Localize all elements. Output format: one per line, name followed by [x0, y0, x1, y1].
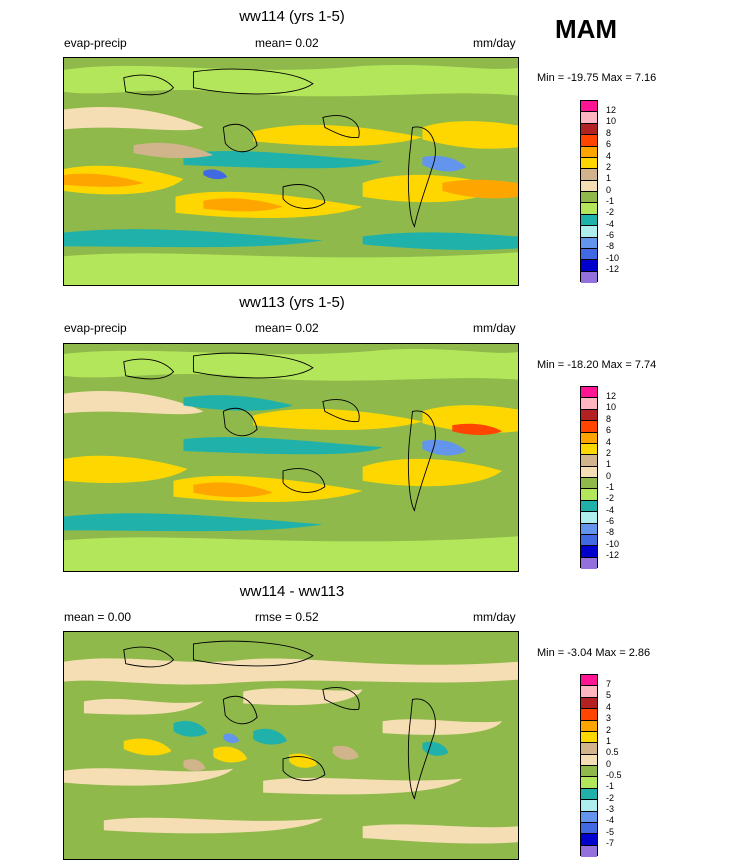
- panel-1-mean-label: mean= 0.02: [255, 36, 319, 50]
- panel-2-map: [63, 343, 519, 572]
- panel-3-tick: 4: [606, 702, 612, 712]
- panel-2-tick: -1: [606, 482, 615, 492]
- panel-1-units-label: mm/day: [473, 36, 516, 50]
- panel-2-tick: 10: [606, 402, 617, 412]
- panel-2-tick: 2: [606, 448, 612, 458]
- panel-3-tick: -5: [606, 827, 615, 837]
- panel-3-tick: -2: [606, 793, 615, 803]
- panel-3-mean-label: mean = 0.00: [64, 610, 132, 624]
- panel-3-tick: 7: [606, 679, 612, 689]
- panel-1-tick: 12: [606, 105, 617, 115]
- panel-1-colorbar-ticks: 12 10 8 6 4 2 1 0 -1 -2 -4 -6 -8 -10 -12: [606, 100, 646, 282]
- panel-1-tick: 8: [606, 128, 612, 138]
- panel-1-title: ww114 (yrs 1-5): [239, 8, 345, 25]
- panel-1-tick: -6: [606, 230, 615, 240]
- panel-3-tick: 3: [606, 713, 612, 723]
- panel-3-tick: 2: [606, 725, 612, 735]
- panel-1-map: [63, 57, 519, 286]
- panel-3-tick: 5: [606, 690, 612, 700]
- panel-2-tick: 4: [606, 437, 612, 447]
- panel-3-tick: -4: [606, 815, 615, 825]
- panel-2-minmax: Min = -18.20 Max = 7.74: [537, 359, 657, 371]
- panel-3-tick: 0.5: [606, 747, 619, 757]
- panel-2-title: ww113 (yrs 1-5): [239, 294, 345, 311]
- panel-2-tick: -4: [606, 505, 615, 515]
- panel-3-tick: -1: [606, 781, 615, 791]
- panel-3-map: [63, 631, 519, 860]
- panel-1-tick: -4: [606, 219, 615, 229]
- panel-1-tick: -8: [606, 241, 615, 251]
- panel-2-colorbar: [580, 386, 598, 569]
- panel-1-tick: -2: [606, 207, 615, 217]
- panel-2-tick: 1: [606, 459, 612, 469]
- panel-1-variable-label: evap-precip: [64, 36, 127, 50]
- panel-2-tick: -8: [606, 527, 615, 537]
- panel-2-tick: -10: [606, 539, 620, 549]
- panel-2-tick: -2: [606, 493, 615, 503]
- panel-1-tick: 6: [606, 139, 612, 149]
- panel-2-tick: -6: [606, 516, 615, 526]
- panel-3-colorbar-ticks: 7 5 4 3 2 1 0.5 0 -0.5 -1 -2 -3 -4 -5 -7: [606, 674, 646, 856]
- panel-2-tick: 12: [606, 391, 617, 401]
- panel-1-tick: 2: [606, 162, 612, 172]
- panel-3-minmax: Min = -3.04 Max = 2.86: [537, 647, 651, 659]
- panel-2-tick: 6: [606, 425, 612, 435]
- panel-1-tick: -10: [606, 253, 620, 263]
- panel-1-tick: -1: [606, 196, 615, 206]
- panel-1-tick: 4: [606, 151, 612, 161]
- panel-2-units-label: mm/day: [473, 321, 516, 335]
- panel-3-colorbar: [580, 674, 598, 857]
- panel-3-map-canvas: [64, 632, 518, 859]
- panel-3-units-label: mm/day: [473, 610, 516, 624]
- panel-3-tick: -0.5: [606, 770, 622, 780]
- panel-3-tick: 1: [606, 736, 612, 746]
- season-label: MAM: [555, 14, 618, 44]
- panel-2-tick: -12: [606, 550, 620, 560]
- panel-1-colorbar: [580, 100, 598, 283]
- panel-1-tick: 10: [606, 116, 617, 126]
- panel-3-tick: 0: [606, 759, 612, 769]
- panel-3-tick: -7: [606, 838, 615, 848]
- panel-2-colorbar-ticks: 12 10 8 6 4 2 1 0 -1 -2 -4 -6 -8 -10 -12: [606, 386, 646, 568]
- panel-1-tick: -12: [606, 264, 620, 274]
- panel-3-rmse-label: rmse = 0.52: [255, 610, 319, 624]
- panel-2-map-canvas: [64, 344, 518, 571]
- panel-3-title: ww114 - ww113: [239, 583, 345, 600]
- panel-2-mean-label: mean= 0.02: [255, 321, 319, 335]
- panel-1-minmax: Min = -19.75 Max = 7.16: [537, 72, 657, 84]
- panel-2-variable-label: evap-precip: [64, 321, 127, 335]
- panel-3-tick: -3: [606, 804, 615, 814]
- panel-1-tick: 1: [606, 173, 612, 183]
- panel-2-tick: 8: [606, 414, 612, 424]
- panel-2-tick: 0: [606, 471, 612, 481]
- panel-1-map-canvas: [64, 58, 518, 285]
- panel-1-tick: 0: [606, 185, 612, 195]
